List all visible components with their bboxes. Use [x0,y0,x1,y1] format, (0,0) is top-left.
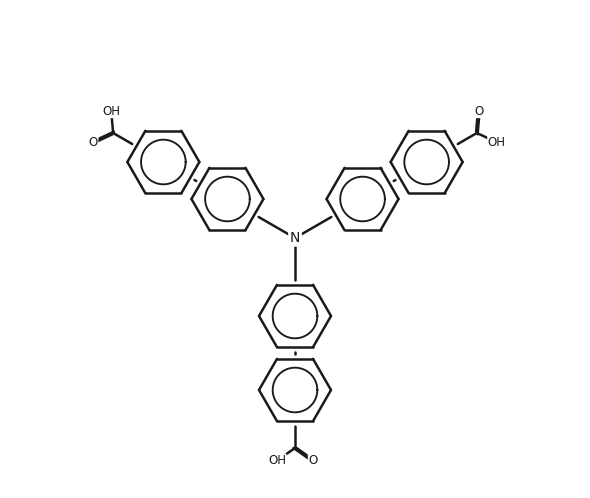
Text: O: O [474,105,483,118]
Text: O: O [88,136,98,149]
Text: OH: OH [488,136,506,149]
Text: N: N [290,231,300,245]
Text: OH: OH [102,105,120,118]
Text: OH: OH [268,454,286,467]
Text: O: O [309,454,317,467]
